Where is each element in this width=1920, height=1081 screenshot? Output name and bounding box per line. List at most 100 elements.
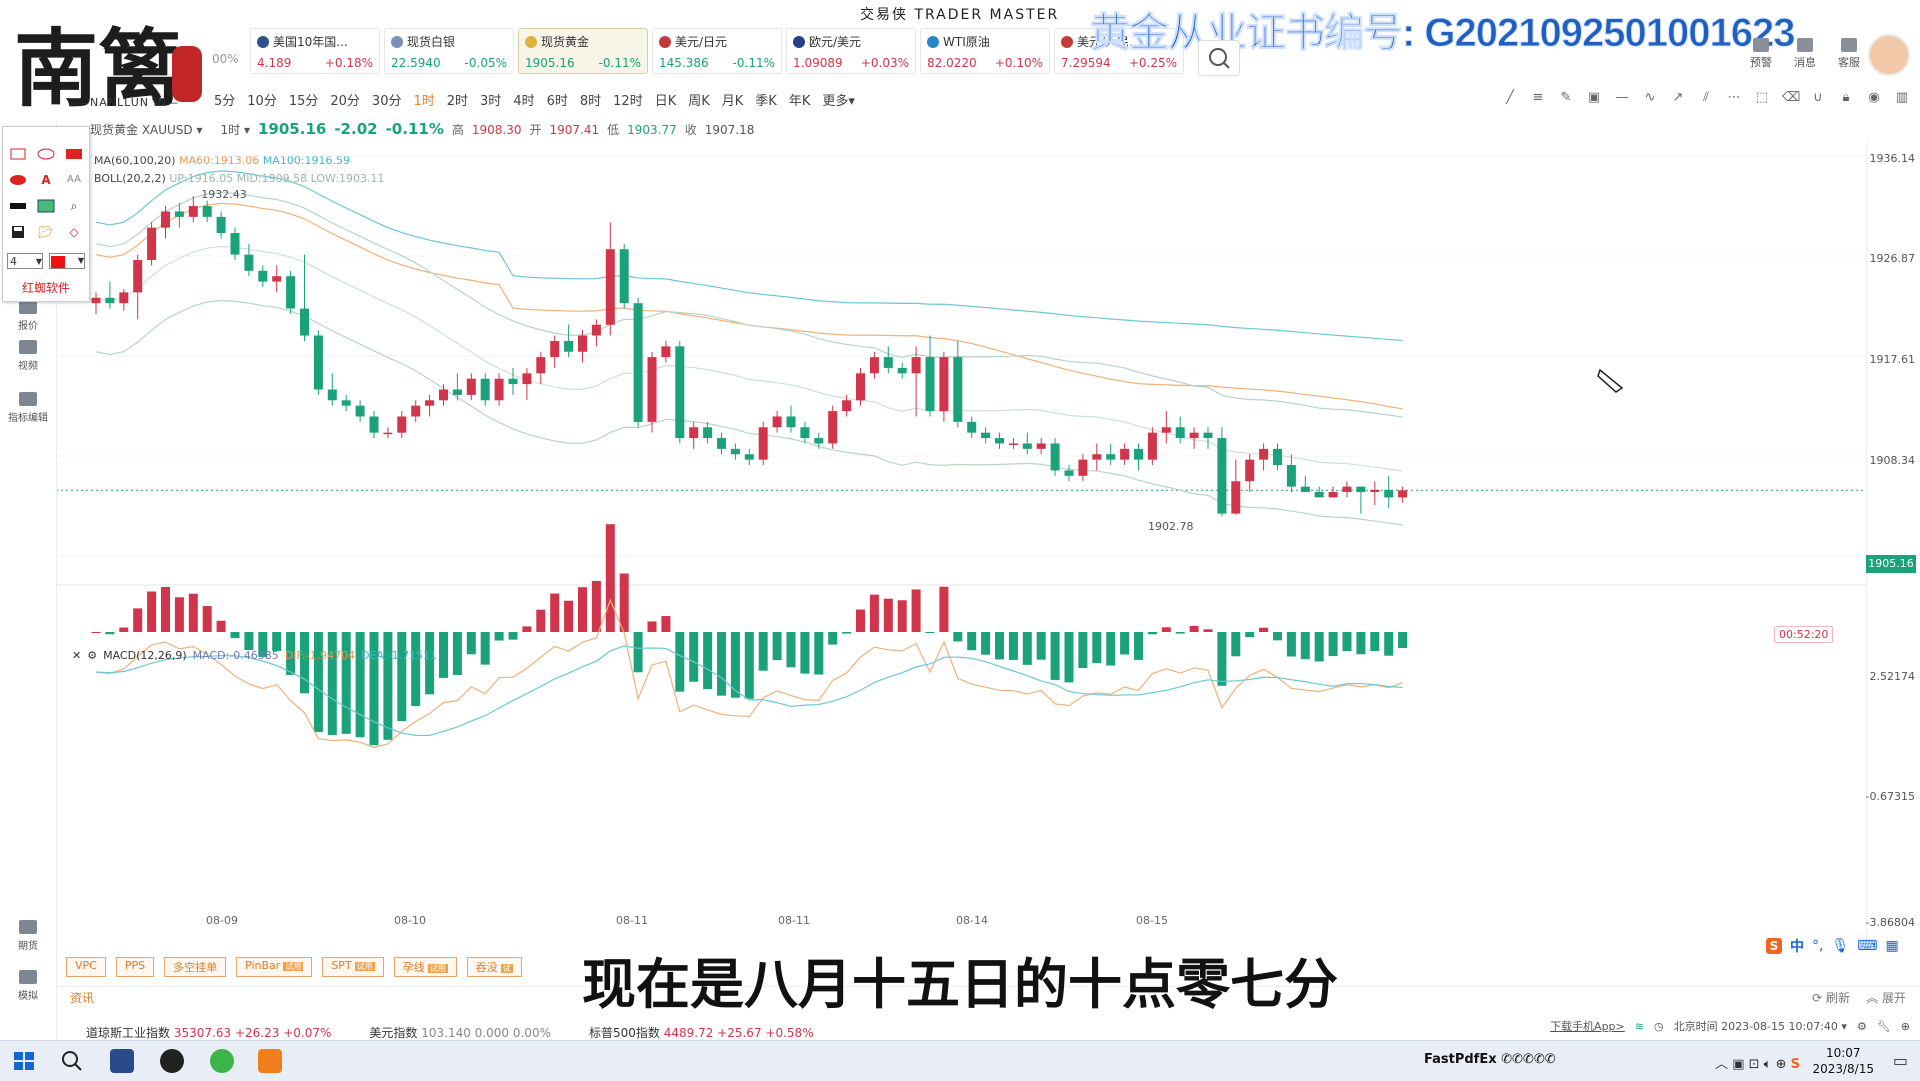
timeframe-tab[interactable]: 30分: [371, 93, 402, 109]
timeframe-tab[interactable]: 5分: [214, 93, 236, 109]
sidebar-item[interactable]: 视频: [0, 340, 56, 372]
more-tools-icon[interactable]: ⋯: [1727, 90, 1741, 105]
ma-legend[interactable]: MA(60,100,20) MA60:1913.06 MA100:1916.59: [94, 154, 351, 167]
indicator-tab[interactable]: VPC: [66, 957, 106, 977]
ticker-item[interactable]: 标普500指数 4489.72 +25.67 +0.58%: [588, 1026, 814, 1040]
sidebar-item[interactable]: 指标编辑: [0, 392, 56, 424]
timeframe-tab[interactable]: 2时: [446, 93, 469, 109]
eye-icon[interactable]: ◉: [1868, 90, 1880, 105]
download-app-link[interactable]: 下载手机App>: [1550, 1020, 1625, 1033]
ime-punct-icon[interactable]: °,: [1812, 938, 1824, 954]
magnet-icon[interactable]: ∪: [1813, 90, 1823, 105]
expand-button[interactable]: ︽ 展开: [1866, 991, 1906, 1005]
message-button[interactable]: 消息: [1794, 38, 1816, 70]
quote-card[interactable]: 现货白银 22.5940 -0.05%: [384, 28, 514, 74]
quote-card[interactable]: 欧元/美元 1.09089 +0.03%: [786, 28, 916, 74]
timeframe-tab[interactable]: 4时: [513, 93, 535, 109]
indicator-tab[interactable]: 多空挂单: [164, 957, 227, 977]
indicator-tab[interactable]: 吞没试: [466, 957, 522, 977]
ticker-item[interactable]: 道琼斯工业指数 35307.63 +26.23 +0.07%: [86, 1026, 332, 1040]
settings-gear-icon[interactable]: ⚙: [1856, 1019, 1867, 1033]
quote-card[interactable]: 美元/人民... 7.29594 +0.25%: [1054, 28, 1184, 74]
search-taskbar-icon[interactable]: [60, 1049, 84, 1073]
trash-icon[interactable]: ▥: [1895, 90, 1909, 105]
news-tab[interactable]: 资讯: [70, 991, 95, 1005]
keyboard-icon[interactable]: ⌨: [1857, 938, 1878, 954]
quote-card[interactable]: 现货黄金 1905.16 -0.11%: [518, 28, 648, 74]
timeframe-tab[interactable]: 6时: [546, 93, 568, 109]
sidebar-item[interactable]: 期货: [0, 920, 56, 952]
indicator-tab[interactable]: PinBar 试用: [236, 957, 313, 977]
timeframe-tab[interactable]: 12时: [613, 93, 643, 109]
zoom-icon[interactable]: ⌕: [70, 199, 78, 213]
taskbar-clock[interactable]: 10:07 2023/8/15: [1812, 1046, 1874, 1076]
timeframe-tab[interactable]: 1时: [413, 93, 435, 109]
timeframe-tab[interactable]: 15分: [288, 93, 319, 109]
filled-rect-icon[interactable]: [65, 147, 83, 161]
close-indicator-icon[interactable]: ✕: [72, 649, 82, 662]
refresh-button[interactable]: ⟳ 刷新: [1812, 991, 1850, 1005]
timeframe-tab[interactable]: 月K: [721, 93, 744, 109]
recorder-app-icon[interactable]: [160, 1049, 184, 1073]
alert-button[interactable]: 预警: [1750, 38, 1772, 70]
sidebar-item[interactable]: 模拟: [0, 970, 56, 1002]
timeframe-tab[interactable]: 更多▾: [822, 93, 855, 109]
browser-app-icon[interactable]: [210, 1049, 234, 1073]
eraser-icon[interactable]: ⌫: [1782, 90, 1801, 105]
timeframe-tab[interactable]: 年K: [788, 93, 811, 109]
fib-tool-icon[interactable]: ≡: [1532, 90, 1544, 105]
ticker-item[interactable]: 美元指数 103.140 0.000 0.00%: [369, 1026, 551, 1040]
notification-icon[interactable]: ▭: [1892, 1051, 1908, 1070]
instrument-select[interactable]: 现货黄金 XAUUSD ▾: [90, 123, 203, 137]
timeframe-tab[interactable]: 周K: [688, 93, 710, 109]
pen-app-icon[interactable]: [110, 1049, 134, 1073]
color-select[interactable]: ▼: [49, 253, 85, 269]
timeframe-tab[interactable]: 8时: [579, 93, 602, 109]
sidebar-item[interactable]: 报价: [0, 300, 56, 332]
timeframe-tab[interactable]: 日K: [654, 93, 677, 109]
timeframe-tab[interactable]: 10分: [247, 93, 277, 109]
indicator-tab[interactable]: SPT 试用: [322, 957, 384, 977]
timeframe-tab[interactable]: 3时: [480, 93, 502, 109]
mic-icon[interactable]: 🎙︎: [1831, 938, 1850, 954]
screenshot-icon[interactable]: [37, 199, 55, 213]
trader-app-icon[interactable]: [258, 1049, 282, 1073]
sogou-icon[interactable]: S: [1766, 938, 1782, 954]
beijing-time[interactable]: 北京时间 2023-08-15 10:07:40 ▾: [1673, 1020, 1847, 1033]
tool-icon[interactable]: 🔧︎: [1876, 1019, 1891, 1033]
avatar[interactable]: [1868, 34, 1910, 76]
grid-icon[interactable]: ▦: [1885, 938, 1899, 954]
taskbar-app-title[interactable]: FastPdfEx ✆✆✆✆✆: [1424, 1052, 1556, 1067]
settings-icon[interactable]: ⚙: [87, 649, 98, 662]
line-tool-icon[interactable]: ╱: [1506, 90, 1514, 105]
tray-icons[interactable]: ︿ ▣ ⊡ 🔈︎ ⊕ S: [1715, 1057, 1800, 1072]
line-width-icon[interactable]: [9, 199, 27, 213]
font-size-icon[interactable]: AA: [67, 174, 81, 185]
info-icon[interactable]: ⊕: [1900, 1019, 1910, 1033]
indicator-tab[interactable]: 孕线 试用: [393, 957, 457, 977]
ray-tool-icon[interactable]: ↗: [1672, 90, 1684, 105]
ellipse-icon[interactable]: [37, 147, 55, 161]
indicator-tab[interactable]: PPS: [115, 957, 155, 977]
ime-mode-icon[interactable]: 中: [1790, 939, 1804, 955]
lock-icon[interactable]: 🔒︎: [1842, 90, 1850, 105]
search-button[interactable]: [1198, 40, 1240, 76]
image-tool-icon[interactable]: ▣: [1587, 90, 1601, 105]
wave-tool-icon[interactable]: ∿: [1644, 90, 1656, 105]
support-button[interactable]: 客服: [1838, 38, 1860, 70]
pen-tool-icon[interactable]: ✎: [1560, 90, 1572, 105]
pen-size-select[interactable]: 4 ▼: [7, 253, 43, 269]
hline-tool-icon[interactable]: —: [1615, 90, 1629, 105]
select-box-icon[interactable]: ⬚: [1755, 90, 1769, 105]
eraser-diamond-icon[interactable]: ◇: [69, 225, 79, 239]
windows-start-icon[interactable]: [12, 1049, 36, 1073]
text-tool-icon[interactable]: A: [41, 173, 51, 187]
quote-card[interactable]: 美国10年国... 4.189 +0.18%: [250, 28, 380, 74]
rectangle-icon[interactable]: [9, 147, 27, 161]
quote-card[interactable]: WTI原油 82.0220 +0.10%: [920, 28, 1050, 74]
save-icon[interactable]: [9, 225, 27, 239]
period-select[interactable]: 1时 ▾: [220, 123, 250, 137]
price-chart[interactable]: 1932.43 1902.78 08-09 08-10 08-11 08-11 08-14 0…: [56, 140, 1866, 930]
quote-card[interactable]: 美元/日元 145.386 -0.11%: [652, 28, 782, 74]
timeframe-tab[interactable]: 20分: [330, 93, 360, 109]
